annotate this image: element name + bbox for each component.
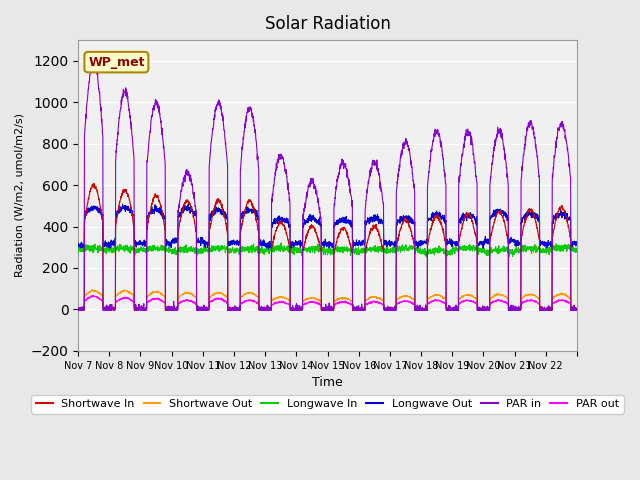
Title: Solar Radiation: Solar Radiation: [264, 15, 390, 33]
Legend: Shortwave In, Shortwave Out, Longwave In, Longwave Out, PAR in, PAR out: Shortwave In, Shortwave Out, Longwave In…: [31, 395, 623, 414]
Y-axis label: Radiation (W/m2, umol/m2/s): Radiation (W/m2, umol/m2/s): [15, 113, 25, 277]
X-axis label: Time: Time: [312, 376, 343, 389]
Text: WP_met: WP_met: [88, 56, 145, 69]
